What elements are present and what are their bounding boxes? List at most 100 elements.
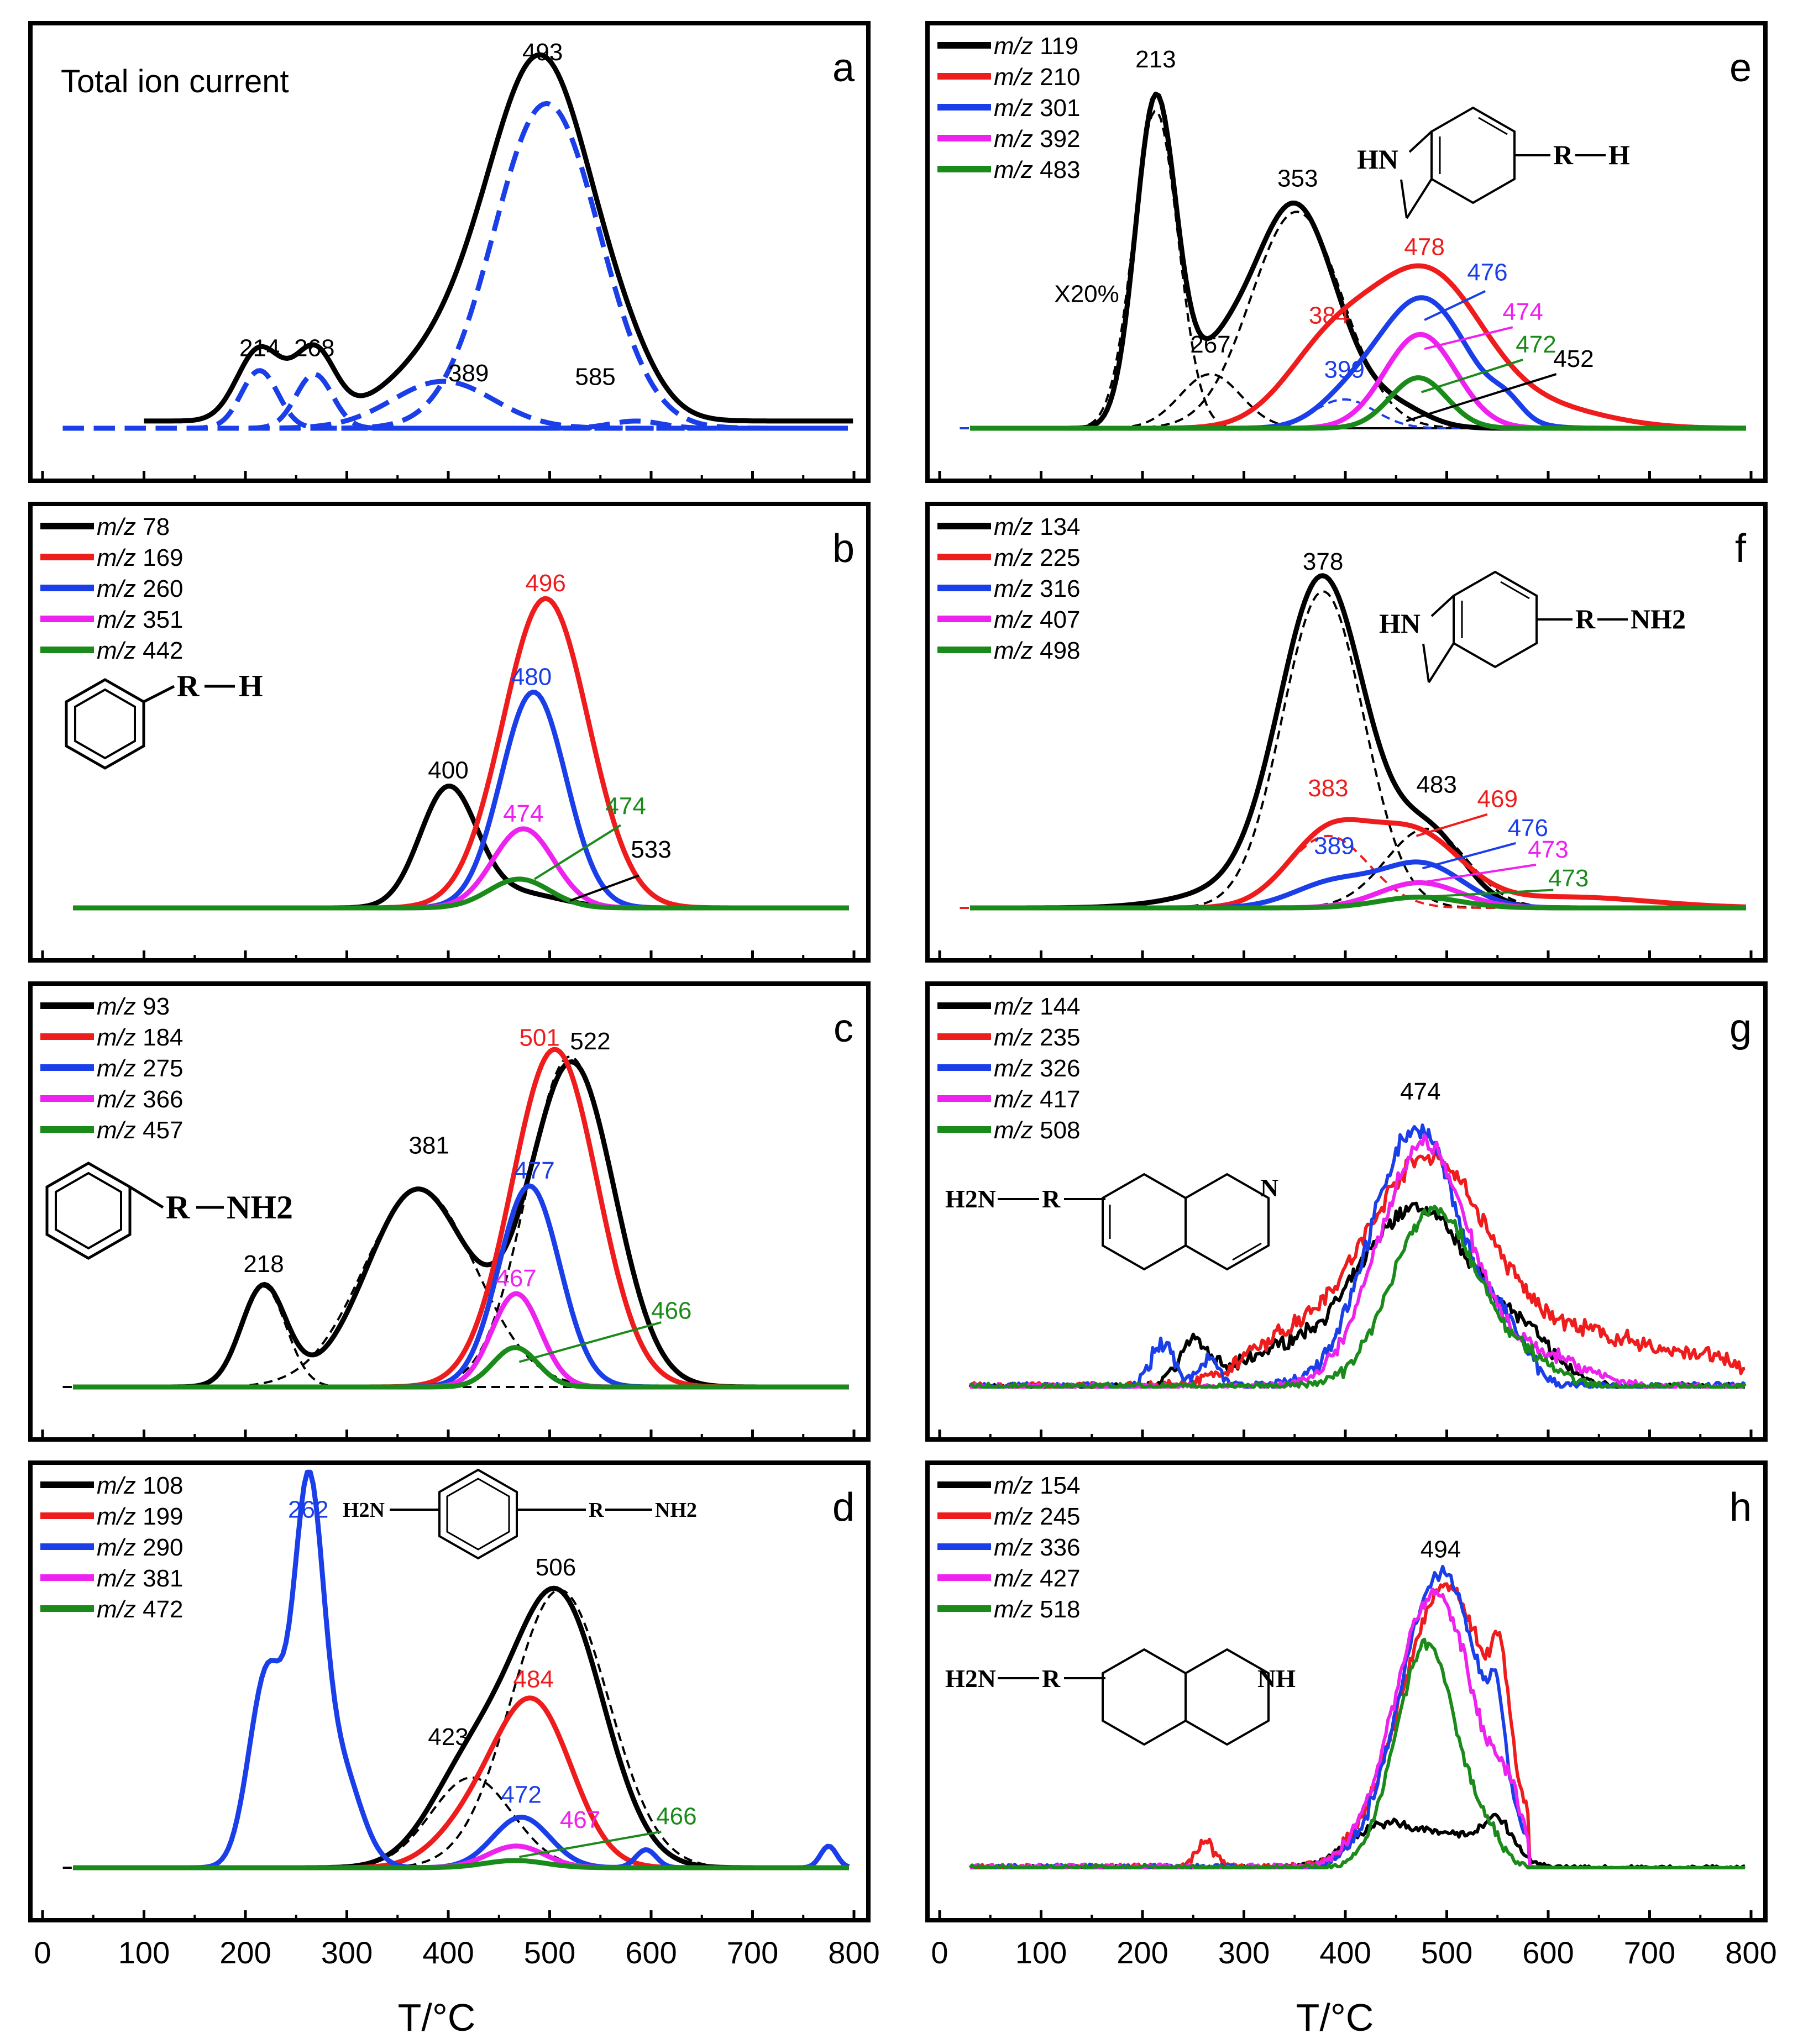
- x-axis-title-right: T/°C: [1296, 1996, 1374, 2039]
- fit-curve: [62, 418, 848, 431]
- series-line: [73, 876, 849, 911]
- peak-label: 473: [1528, 836, 1568, 863]
- legend-label: m/z 427: [994, 1565, 1081, 1592]
- panel-a: a Total ion current 214 268 389 493 585: [28, 21, 871, 483]
- panel-f: f m/z 134 m/z 225 m/z 316 m/z 407 m/z 498 378 3…: [925, 502, 1768, 963]
- panel-b: b m/z 78 m/z 169 m/z 260 m/z 351 m/z 442 400 49…: [28, 502, 871, 963]
- peak-label: 476: [1508, 815, 1548, 842]
- structure-d-r: R: [589, 1499, 604, 1522]
- panel-h: h 0 100 200 300 400 500 600 700 800 m/z 154 m/z 245…: [925, 1460, 1777, 1970]
- structure-c-r: R: [166, 1189, 190, 1226]
- panel-g: g m/z 144 m/z 235 m/z 326 m/z 417 m/z 508 474: [925, 981, 1768, 1442]
- panel-letter: h: [1729, 1485, 1752, 1530]
- legend-label: m/z 326: [994, 1055, 1081, 1082]
- peak-label: 484: [513, 1666, 553, 1693]
- x-tick-label: 600: [625, 1935, 677, 1970]
- panel-frame: [28, 1460, 871, 1922]
- peak-label: 585: [575, 364, 615, 391]
- structure-e-h: H: [1608, 139, 1630, 170]
- peak-label: 389: [448, 360, 489, 387]
- legend-label: m/z 417: [994, 1086, 1081, 1113]
- panel-d: d 0 100 200 300 400 500 600 700 800 m/z 108 m/z 199…: [28, 1460, 880, 1970]
- fit-curve: [62, 1285, 848, 1388]
- structure-g-n: N: [1260, 1174, 1278, 1202]
- peak-label: 474: [1400, 1078, 1440, 1105]
- leader-line: [1424, 290, 1486, 321]
- legend-label: m/z 290: [97, 1534, 184, 1561]
- series-line: [968, 1201, 1745, 1389]
- legend-label: m/z 316: [994, 575, 1081, 602]
- structure-d: H2N R NH2: [343, 1468, 697, 1560]
- structure-b: R H: [65, 669, 263, 770]
- peak-label: 399: [1324, 356, 1364, 383]
- structure-h-h2n: H2N: [945, 1664, 996, 1693]
- x-tick-label: 600: [1522, 1935, 1574, 1970]
- panel-e: e m/z 119 m/z 210 m/z 301 m/z 392 m/z 483 X20%…: [925, 21, 1768, 483]
- panel-frame: [28, 502, 871, 963]
- peak-label: 522: [570, 1028, 610, 1055]
- x-tick-label: 700: [727, 1935, 778, 1970]
- leader-line: [1419, 863, 1537, 884]
- peak-label: 466: [651, 1297, 691, 1325]
- fit-curve: [960, 211, 1745, 429]
- legend-label: m/z 225: [994, 544, 1081, 571]
- peak-label: 378: [1303, 548, 1343, 575]
- leader-line: [1422, 842, 1516, 870]
- peak-label: 381: [408, 1132, 449, 1159]
- peak-label: 384: [1309, 302, 1349, 329]
- peak-label: 400: [428, 757, 468, 784]
- legend-label: m/z 235: [994, 1024, 1081, 1051]
- panel-letter: a: [832, 46, 855, 90]
- series-line: [970, 1133, 1746, 1389]
- structure-b-r: R: [177, 669, 200, 703]
- fit-curve: [62, 1776, 848, 1869]
- legend-label: m/z 472: [97, 1596, 184, 1623]
- series-line: [970, 375, 1746, 431]
- series-line: [144, 52, 853, 424]
- legend-label: m/z 442: [97, 637, 184, 664]
- leader-line: [519, 1830, 662, 1858]
- structure-b-h: H: [239, 669, 263, 703]
- legend-label: m/z 518: [994, 1596, 1081, 1623]
- structure-h-r: R: [1042, 1664, 1061, 1693]
- legend-label: m/z 336: [994, 1534, 1081, 1561]
- panel-letter: g: [1729, 1006, 1752, 1050]
- peak-label: 389: [1314, 832, 1354, 859]
- peak-label: 506: [536, 1554, 576, 1581]
- panel-frame: [925, 21, 1768, 483]
- legend-label: m/z 483: [994, 156, 1081, 183]
- x-tick-label: 800: [828, 1935, 879, 1970]
- leader-line: [1406, 373, 1557, 422]
- peak-label: 383: [1308, 775, 1348, 802]
- structure-e-hn: HN: [1357, 144, 1398, 175]
- legend-label: m/z 134: [994, 513, 1081, 540]
- legend-label: m/z 78: [97, 513, 170, 540]
- peak-label: 423: [428, 1724, 468, 1751]
- peak-label: 474: [1502, 298, 1543, 325]
- structure-f-r: R: [1575, 603, 1596, 634]
- peak-label: 483: [1416, 771, 1456, 798]
- structure-e-r: R: [1553, 139, 1574, 170]
- series-line: [970, 1587, 1745, 1869]
- fit-curve: [960, 109, 1745, 429]
- legend-label: m/z 457: [97, 1117, 184, 1144]
- structure-d-nh2: NH2: [655, 1499, 697, 1522]
- legend-label: m/z 154: [994, 1472, 1081, 1499]
- leader-line: [1421, 359, 1523, 393]
- series-line: [73, 596, 849, 911]
- x-tick-label: 800: [1725, 1935, 1776, 1970]
- panel-c: c m/z 93 m/z 184 m/z 275 m/z 366 m/z 457 218 38…: [28, 981, 871, 1442]
- panel-letter: e: [1729, 46, 1752, 90]
- structure-d-h2n: H2N: [343, 1499, 385, 1522]
- peak-label: 474: [605, 793, 646, 820]
- structure-c-nh2: NH2: [227, 1189, 293, 1226]
- leader-line: [1419, 889, 1554, 898]
- structure-g-r: R: [1042, 1185, 1061, 1213]
- leader-line: [1416, 813, 1488, 837]
- structure-g: H2N R N: [945, 1173, 1278, 1271]
- peak-label: 262: [288, 1496, 328, 1523]
- peak-label: 480: [511, 663, 552, 690]
- legend-label: m/z 508: [994, 1117, 1081, 1144]
- legend-label: m/z 144: [994, 993, 1081, 1020]
